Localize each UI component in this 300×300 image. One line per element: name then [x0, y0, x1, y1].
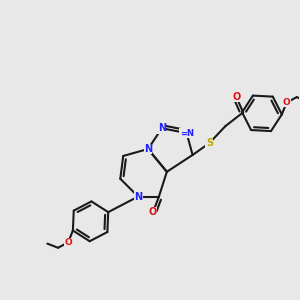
Text: N: N [134, 192, 142, 202]
Text: O: O [232, 92, 240, 101]
Text: O: O [149, 207, 157, 218]
Text: N: N [144, 144, 152, 154]
Text: O: O [64, 238, 72, 247]
Text: =N: =N [180, 129, 194, 138]
Text: N: N [158, 123, 166, 133]
Text: O: O [283, 98, 290, 107]
Text: S: S [206, 138, 213, 148]
